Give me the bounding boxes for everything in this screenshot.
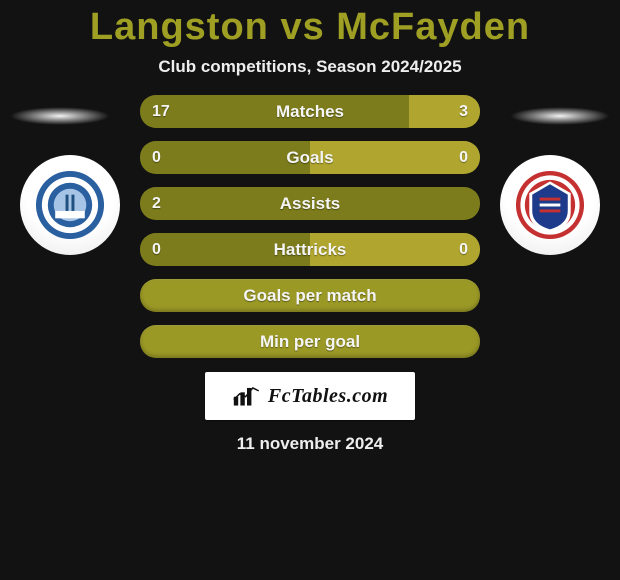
stat-value-right: 0 — [459, 149, 468, 167]
stat-label: Hattricks — [274, 240, 347, 260]
stat-bar: 0 0 Hattricks — [140, 233, 480, 266]
stat-bar: 2 Assists — [140, 187, 480, 220]
team-badge-right-svg — [513, 168, 587, 242]
stat-label: Matches — [276, 102, 344, 122]
stat-bar: 0 0 Goals — [140, 141, 480, 174]
avatar-shadow-left — [10, 107, 110, 125]
title-vs: vs — [280, 6, 336, 48]
stat-bar-seg-right — [409, 95, 480, 128]
title-right: McFayden — [336, 6, 530, 48]
stat-bar-seg-left — [140, 141, 310, 174]
stat-value-left: 0 — [152, 241, 161, 259]
stat-bar: Min per goal — [140, 325, 480, 358]
page-title: Langston vs McFayden — [0, 0, 620, 49]
stat-value-left: 2 — [152, 195, 161, 213]
stat-label: Min per goal — [260, 332, 360, 352]
stat-bar-seg-left — [140, 95, 409, 128]
page-subtitle: Club competitions, Season 2024/2025 — [0, 57, 620, 77]
stat-value-left: 0 — [152, 149, 161, 167]
stat-label: Assists — [280, 194, 340, 214]
brand-text: FcTables.com — [268, 385, 388, 408]
stat-value-right: 3 — [459, 103, 468, 121]
title-left: Langston — [90, 6, 269, 48]
chart-icon — [232, 385, 262, 407]
stat-bar-seg-right — [310, 141, 480, 174]
stat-bar: 17 3 Matches — [140, 95, 480, 128]
stat-label: Goals per match — [243, 286, 376, 306]
brand-badge: FcTables.com — [205, 372, 415, 420]
stat-label: Goals — [286, 148, 333, 168]
team-badge-right — [500, 155, 600, 255]
stat-value-right: 0 — [459, 241, 468, 259]
team-badge-left-svg — [33, 168, 107, 242]
stat-bar: Goals per match — [140, 279, 480, 312]
stat-bars: 17 3 Matches 0 0 Goals 2 Assists 0 0 Hattricks Goal… — [140, 95, 480, 358]
stat-value-left: 17 — [152, 103, 170, 121]
comparison-stage: 17 3 Matches 0 0 Goals 2 Assists 0 0 Hattricks Goal… — [0, 95, 620, 358]
team-badge-left — [20, 155, 120, 255]
avatar-shadow-right — [510, 107, 610, 125]
footer-date: 11 november 2024 — [0, 434, 620, 454]
